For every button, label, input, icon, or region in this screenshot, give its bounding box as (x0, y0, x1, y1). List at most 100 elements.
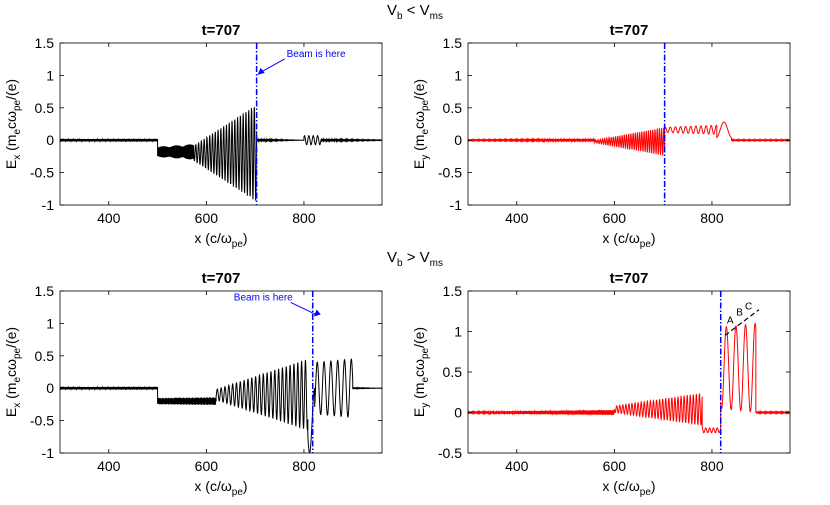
x-axis-label: x (c/ωpe) (602, 478, 655, 498)
x-tick-label: 400 (97, 458, 121, 474)
chart-title: t=707 (202, 270, 241, 287)
y-tick-label: 1 (46, 67, 54, 83)
x-label-main: x (c/ω (194, 230, 231, 246)
x-label-sub: pe (640, 487, 652, 498)
y-tick-label: -0.5 (30, 413, 54, 429)
x-tick-label: 400 (97, 210, 121, 226)
y-tick-label: -0.5 (30, 165, 54, 181)
peak-label-a: A (727, 315, 734, 326)
axes-frame (59, 42, 383, 206)
y-label-part: (m (3, 383, 19, 403)
axes-frame (467, 42, 791, 206)
y-label-part: e (12, 377, 23, 383)
peak-trend-line (724, 309, 760, 336)
x-tick-label: 600 (195, 458, 219, 474)
chart-title: t=707 (202, 22, 241, 39)
y-label-part: cω (3, 111, 19, 129)
series-line-ey (468, 322, 790, 434)
annotation-text: Beam is here (234, 292, 293, 303)
series-line-ex (60, 107, 382, 201)
peak-label-b: B (736, 307, 743, 318)
x-tick-label: 600 (195, 210, 219, 226)
chart-panel-top-left: t=707 Beam is here 400 600 800 -1 -0.5 0 0.5 1 1.5… (3, 22, 383, 250)
y-label-part: e (420, 129, 431, 135)
y-label-part: E (411, 408, 427, 417)
series-line-ex (60, 357, 382, 453)
y-tick-label: 1 (46, 315, 54, 331)
y-tick-label: -1 (450, 197, 463, 213)
chart-panel-bottom-left: t=707 Beam is here 400 600 800 -1 -0.5 0 0.5 1 1.5… (3, 270, 383, 498)
x-tick-label: 400 (505, 458, 529, 474)
y-label-part: E (411, 160, 427, 169)
x-label-main: x (c/ω (602, 478, 639, 494)
peak-label-c: C (745, 302, 752, 313)
x-label-main: x (c/ω (194, 478, 231, 494)
y-label-part: /(e) (411, 327, 427, 348)
y-tick-label: 0 (454, 405, 462, 421)
annotation-text: Beam is here (287, 49, 346, 60)
y-tick-label: 1.5 (35, 283, 55, 299)
y-tick-label: 1 (454, 324, 462, 340)
x-tick-label: 800 (292, 458, 316, 474)
y-label-part: /(e) (3, 79, 19, 100)
chart-title: t=707 (610, 270, 649, 287)
y-tick-label: 1 (454, 67, 462, 83)
x-label-sub: pe (232, 239, 244, 250)
x-label-end: ) (651, 478, 656, 494)
y-tick-label: 1.5 (443, 35, 463, 51)
y-axis-label: Ex (mecωpe/(e) (3, 79, 23, 169)
x-label-end: ) (651, 230, 656, 246)
y-label-part: pe (12, 347, 23, 359)
x-axis-label: x (c/ωpe) (602, 230, 655, 250)
x-tick-label: 800 (292, 210, 316, 226)
y-label-part: (m (411, 383, 427, 403)
x-tick-label: 800 (700, 210, 724, 226)
y-tick-label: 1.5 (443, 283, 463, 299)
y-tick-label: 0 (454, 132, 462, 148)
x-label-end: ) (243, 478, 248, 494)
y-label-part: E (3, 160, 19, 169)
y-tick-label: -1 (42, 445, 55, 461)
y-label-part: cω (411, 359, 427, 377)
annotation-arrow (290, 301, 316, 315)
y-label-part: x (12, 403, 23, 408)
x-label-sub: pe (232, 487, 244, 498)
x-tick-label: 600 (603, 210, 627, 226)
y-label-part: /(e) (411, 79, 427, 100)
y-label-part: (m (411, 135, 427, 155)
y-label-part: E (3, 408, 19, 417)
series-line-ey (468, 121, 790, 156)
x-axis-label: x (c/ωpe) (194, 478, 247, 498)
y-label-part: e (420, 377, 431, 383)
header-top: Vb < Vms (387, 2, 443, 22)
y-axis-label: Ey (mecωpe/(e) (411, 79, 431, 169)
y-label-part: y (420, 403, 431, 408)
y-tick-label: 1.5 (35, 35, 55, 51)
x-label-end: ) (243, 230, 248, 246)
y-label-part: (m (3, 135, 19, 155)
y-axis-label: Ex (mecωpe/(e) (3, 327, 23, 417)
arrow-head (257, 67, 265, 75)
y-tick-label: 0.5 (443, 364, 463, 380)
y-tick-label: 0 (46, 132, 54, 148)
y-label-part: y (420, 155, 431, 160)
x-axis-label: x (c/ωpe) (194, 230, 247, 250)
x-label-sub: pe (640, 239, 652, 250)
y-label-part: pe (12, 99, 23, 111)
x-tick-label: 800 (700, 458, 724, 474)
x-tick-label: 400 (505, 210, 529, 226)
y-tick-label: 0.5 (35, 348, 55, 364)
y-label-part: pe (420, 347, 431, 359)
x-tick-label: 600 (603, 458, 627, 474)
y-label-part: e (12, 129, 23, 135)
y-label-part: cω (3, 359, 19, 377)
y-label-part: cω (411, 111, 427, 129)
x-label-main: x (c/ω (602, 230, 639, 246)
y-tick-label: -0.5 (438, 445, 462, 461)
y-tick-label: -1 (42, 197, 55, 213)
y-tick-label: -0.5 (438, 165, 462, 181)
annotation-arrow (259, 58, 285, 74)
